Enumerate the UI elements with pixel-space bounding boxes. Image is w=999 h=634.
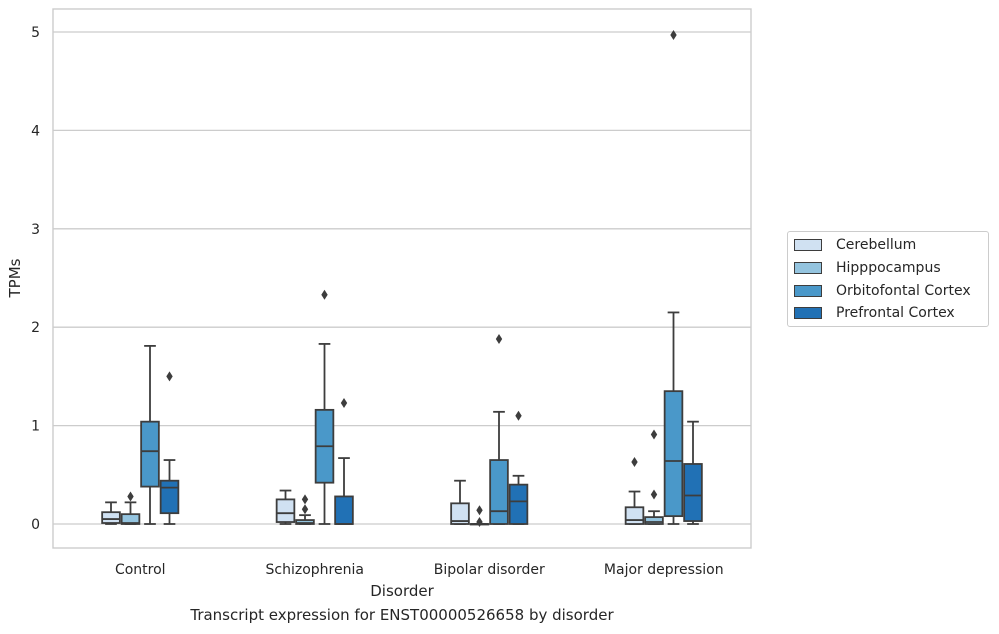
box-iqr	[683, 463, 703, 522]
x-axis-ticks: Control Schizophrenia Bipolar disorder Majo…	[115, 562, 724, 578]
box-hipppocampus	[469, 505, 490, 528]
box-cerebellum	[450, 479, 470, 525]
box-iqr	[140, 420, 160, 488]
box-prefrontal-cortex	[334, 397, 354, 525]
legend-swatch	[794, 285, 822, 297]
box-hipppocampus	[295, 494, 315, 525]
box-hipppocampus	[644, 429, 664, 525]
legend-label: Cerebellum	[836, 237, 917, 253]
box-iqr	[663, 390, 684, 518]
y-tick-label: 5	[31, 25, 40, 41]
outlier-point	[670, 29, 677, 40]
box-iqr	[624, 506, 645, 525]
outlier-point	[301, 504, 309, 515]
box-prefrontal-cortex	[508, 410, 529, 525]
legend-label: Hipppocampus	[836, 260, 941, 276]
box-iqr	[489, 459, 509, 525]
y-tick-label: 1	[31, 419, 40, 435]
legend-label: Prefrontal Cortex	[836, 305, 955, 321]
box-orbitofontal-cortex	[140, 344, 160, 525]
legend-swatch	[794, 307, 822, 319]
box-iqr	[101, 511, 121, 524]
legend: Cerebellum Hipppocampus Orbitofontal Cor…	[787, 231, 989, 327]
y-tick-label: 3	[31, 222, 40, 238]
legend-swatch	[794, 262, 822, 274]
x-axis-label: Disorder	[370, 582, 434, 600]
outlier-point	[650, 489, 658, 500]
legend-item-orbitofrontal-cortex: Orbitofontal Cortex	[794, 282, 971, 300]
outlier-point	[340, 397, 348, 408]
box-cerebellum	[275, 489, 296, 525]
outlier-point	[650, 429, 658, 440]
box-hipppocampus	[120, 491, 141, 525]
box-iqr	[120, 513, 141, 525]
box-cerebellum	[101, 501, 121, 525]
legend-label: Orbitofontal Cortex	[836, 283, 971, 299]
box-iqr	[295, 519, 315, 525]
outlier-point	[301, 494, 309, 505]
outlier-point	[515, 410, 522, 421]
box-iqr	[508, 483, 529, 525]
y-axis-label: TPMs	[6, 258, 24, 298]
outlier-point	[631, 457, 638, 468]
legend-item-hippocampus: Hipppocampus	[794, 259, 941, 277]
box-orbitofontal-cortex	[663, 29, 684, 525]
y-tick-label: 0	[31, 517, 40, 533]
outlier-point	[127, 491, 134, 502]
x-tick-label: Schizophrenia	[266, 562, 364, 578]
box-prefrontal-cortex	[159, 371, 180, 525]
box-cerebellum	[624, 457, 645, 525]
x-tick-label: Control	[115, 562, 166, 578]
outlier-point	[321, 289, 328, 300]
y-axis-ticks: 0 1 2 3 4 5	[31, 25, 40, 533]
box-orbitofontal-cortex	[314, 289, 335, 525]
box-prefrontal-cortex	[683, 420, 703, 525]
box-iqr	[275, 498, 296, 523]
outlier-point	[166, 371, 173, 382]
y-tick-label: 4	[31, 123, 40, 139]
y-tick-label: 2	[31, 320, 40, 336]
box-iqr	[450, 502, 470, 525]
legend-swatch	[794, 239, 822, 251]
outlier-point	[476, 517, 483, 528]
box-orbitofontal-cortex	[489, 334, 509, 525]
box-iqr	[159, 479, 180, 515]
chart-caption: Transcript expression for ENST0000052665…	[190, 606, 614, 624]
outlier-point	[476, 505, 483, 516]
box-iqr	[644, 516, 664, 525]
x-tick-label: Bipolar disorder	[434, 562, 545, 578]
legend-item-cerebellum: Cerebellum	[794, 236, 916, 254]
plot-frame	[52, 8, 752, 549]
box-iqr	[334, 495, 354, 525]
x-tick-label: Major depression	[604, 562, 724, 578]
box-plot-area	[101, 29, 703, 528]
legend-item-prefrontal-cortex: Prefrontal Cortex	[794, 304, 955, 322]
outlier-point	[495, 334, 503, 345]
